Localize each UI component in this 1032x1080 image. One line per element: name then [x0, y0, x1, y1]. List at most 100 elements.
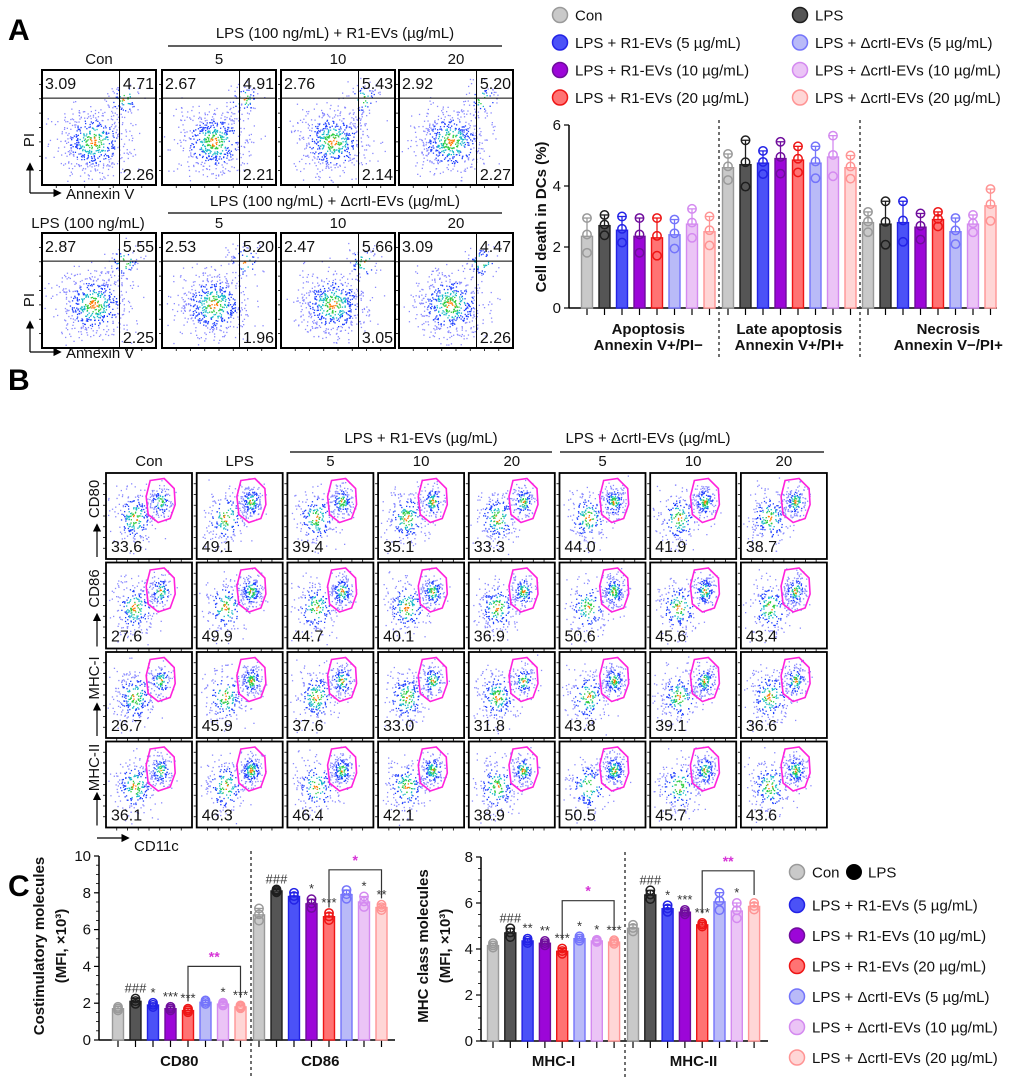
event-dot — [200, 126, 202, 128]
event-dot — [324, 293, 326, 295]
event-dot — [361, 106, 363, 108]
event-dot — [202, 122, 204, 125]
event-dot — [121, 116, 123, 118]
event-dot — [186, 131, 188, 133]
event-dot — [328, 287, 330, 289]
event-dot — [348, 133, 350, 135]
event-dot — [241, 309, 243, 311]
event-dot — [98, 286, 100, 288]
event-dot — [103, 146, 105, 148]
event-dot — [449, 133, 451, 135]
event-dot — [219, 304, 222, 306]
event-dot — [227, 283, 230, 285]
event-dot — [451, 297, 453, 299]
event-dot — [360, 293, 363, 295]
event-dot — [218, 158, 220, 160]
event-dot — [85, 144, 87, 146]
event-dot — [220, 117, 222, 119]
event-dot — [345, 301, 347, 303]
event-dot — [88, 144, 90, 147]
event-dot — [434, 120, 436, 122]
event-dot — [333, 292, 336, 294]
event-dot — [308, 110, 310, 113]
event-dot — [108, 278, 110, 280]
event-dot — [444, 123, 446, 125]
event-dot — [316, 139, 318, 141]
event-dot — [98, 111, 100, 114]
event-dot — [247, 142, 249, 144]
event-dot — [226, 132, 228, 134]
event-dot — [344, 306, 346, 308]
event-dot — [256, 247, 259, 249]
event-dot — [221, 292, 223, 295]
event-dot — [432, 141, 435, 143]
event-dot — [459, 298, 461, 300]
event-dot — [216, 293, 218, 295]
event-dot — [221, 319, 223, 321]
event-dot — [320, 298, 322, 300]
event-dot — [128, 301, 131, 304]
event-dot — [363, 322, 365, 324]
event-dot — [469, 268, 472, 270]
event-dot — [351, 178, 353, 180]
event-dot — [325, 154, 328, 156]
event-dot — [353, 125, 355, 127]
event-dot — [456, 124, 458, 126]
event-dot — [193, 146, 195, 148]
event-dot — [426, 155, 428, 157]
event-dot — [201, 295, 203, 297]
event-dot — [246, 106, 248, 108]
event-dot — [361, 116, 363, 118]
event-dot — [355, 178, 357, 180]
event-dot — [74, 283, 76, 285]
event-dot — [320, 145, 322, 147]
annexin-pi-plot: 2.47 5.663.05 — [278, 232, 396, 351]
event-dot — [102, 321, 105, 323]
event-dot — [76, 291, 79, 293]
event-dot — [101, 178, 104, 181]
event-dot — [232, 312, 235, 314]
event-dot — [61, 333, 63, 335]
event-dot — [344, 146, 347, 148]
event-dot — [422, 154, 424, 156]
event-dot — [472, 307, 475, 309]
event-dot — [182, 124, 184, 126]
event-dot — [176, 168, 179, 170]
event-dot — [82, 308, 84, 310]
replicate-point — [687, 232, 697, 243]
event-dot — [80, 153, 82, 155]
event-dot — [85, 140, 87, 142]
event-dot — [127, 300, 130, 302]
event-dot — [344, 106, 346, 108]
event-dot — [242, 320, 244, 322]
event-dot — [192, 293, 194, 295]
event-dot — [346, 299, 349, 302]
event-dot — [202, 126, 204, 129]
event-dot — [87, 174, 89, 176]
event-dot — [107, 272, 110, 274]
event-dot — [201, 150, 203, 153]
event-dot — [103, 158, 105, 160]
event-dot — [242, 268, 244, 270]
event-dot — [337, 298, 339, 300]
event-dot — [446, 327, 449, 329]
event-dot — [195, 129, 197, 131]
event-dot — [208, 305, 210, 308]
legend-label: Con — [575, 8, 603, 25]
event-dot — [470, 328, 472, 330]
event-dot — [244, 99, 246, 101]
event-dot — [71, 328, 73, 330]
event-dot — [118, 105, 120, 107]
event-dot — [369, 320, 372, 322]
event-dot — [191, 317, 193, 319]
event-dot — [240, 314, 242, 316]
event-dot — [460, 293, 462, 296]
event-dot — [118, 87, 120, 89]
event-dot — [209, 331, 211, 333]
event-dot — [321, 148, 324, 150]
event-dot — [464, 251, 466, 253]
event-dot — [111, 163, 113, 165]
event-dot — [96, 128, 98, 131]
event-dot — [106, 165, 108, 167]
event-dot — [305, 163, 307, 165]
